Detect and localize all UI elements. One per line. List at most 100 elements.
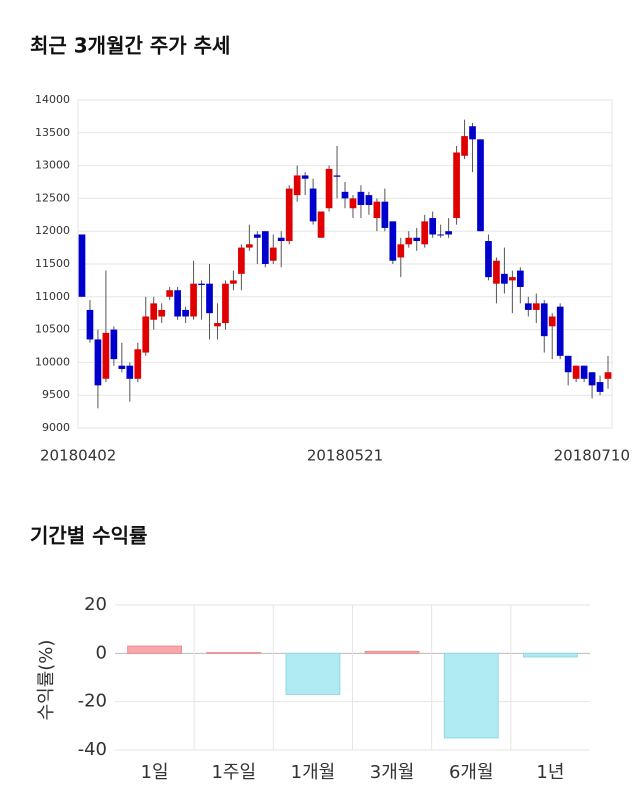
candle-body [469, 126, 476, 140]
candle-body [118, 365, 126, 369]
candle-body [238, 247, 245, 274]
candle-body [277, 237, 285, 242]
candle-body [214, 323, 221, 327]
candle-body [78, 234, 86, 297]
candle-body [142, 316, 150, 353]
candle-body [556, 306, 564, 356]
candle-body [501, 273, 508, 284]
candle-body [580, 365, 588, 379]
candle-body [373, 201, 381, 219]
candle-body [261, 231, 269, 264]
y-tick-label: 12000 [35, 224, 70, 237]
candle-body [253, 234, 261, 238]
y-tick-label: 0 [96, 642, 107, 663]
candle-body [102, 332, 110, 379]
y-tick-label: 10500 [35, 323, 70, 336]
candle-body [461, 136, 468, 156]
candle-body [413, 237, 421, 242]
candle-body [485, 241, 492, 278]
candle-body [477, 139, 484, 232]
y-tick-label: -20 [78, 691, 107, 712]
candle-body [94, 339, 102, 386]
candle-body [516, 270, 524, 287]
bar [206, 652, 262, 654]
candle-body [437, 234, 444, 236]
y-tick-label: 14000 [35, 93, 70, 106]
candle-body [293, 175, 301, 196]
candle-body [230, 280, 237, 284]
candle-body [381, 201, 389, 228]
x-tick-label: 20180710 [554, 447, 630, 465]
candle-body [604, 372, 612, 379]
x-tick-label: 1주일 [211, 762, 256, 783]
x-tick-label: 1개월 [291, 762, 336, 783]
y-tick-label: 12500 [35, 191, 70, 204]
candle-body [301, 175, 309, 179]
candle-body [182, 309, 189, 317]
y-tick-label: 10000 [35, 355, 70, 368]
candle-body [548, 316, 556, 327]
bar [523, 652, 578, 658]
candle-body [389, 221, 397, 261]
candle-body [285, 188, 293, 242]
y-tick-label: 11000 [35, 290, 70, 303]
bar [127, 645, 182, 654]
y-tick-label: -40 [78, 739, 107, 760]
bar [364, 650, 420, 654]
candle-body [445, 231, 452, 235]
candle-body [158, 309, 166, 317]
y-tick-label: 11500 [35, 257, 70, 270]
candle-body [222, 283, 229, 324]
candle-body [86, 309, 94, 340]
candle-body [206, 283, 213, 314]
candle-body [317, 211, 325, 238]
candle-body [357, 191, 365, 205]
y-tick-label: 9000 [42, 421, 70, 434]
y-tick-label: 9500 [42, 388, 70, 401]
bar [285, 652, 341, 695]
candle-body [453, 152, 460, 219]
x-tick-label: 20180402 [40, 447, 116, 465]
candle-body [269, 247, 277, 261]
x-tick-label: 3개월 [370, 762, 415, 783]
candle-body [190, 283, 197, 317]
chart-title: 최근 3개월간 주가 추세 [30, 34, 230, 58]
candle-body [166, 290, 174, 297]
candle-body [333, 175, 341, 177]
candle-body [365, 195, 373, 205]
candle-body [246, 244, 253, 248]
candle-body [349, 198, 357, 209]
candle-body [174, 290, 181, 317]
candle-body [532, 303, 540, 310]
candle-body [524, 303, 532, 310]
candle-body [509, 277, 516, 281]
candle-body [572, 365, 580, 379]
candle-body [405, 237, 413, 245]
candle-body [341, 191, 349, 199]
y-axis-label: 수익률(%) [36, 640, 57, 721]
candle-body [397, 244, 405, 258]
candle-body [126, 365, 134, 379]
bar [443, 652, 499, 739]
x-tick-label: 6개월 [449, 762, 494, 783]
x-tick-label: 1일 [141, 762, 169, 783]
candle-body [421, 221, 429, 245]
x-tick-label: 1년 [536, 762, 564, 783]
x-tick-label: 20180521 [307, 447, 383, 465]
candle-body [429, 218, 437, 235]
candle-body [596, 382, 604, 392]
y-tick-label: 20 [84, 594, 107, 615]
y-tick-label: 13500 [35, 126, 70, 139]
candle-body [325, 168, 333, 209]
chart-title: 기간별 수익률 [30, 524, 147, 548]
candle-body [150, 303, 158, 320]
y-tick-label: 13000 [35, 159, 70, 172]
candle-body [198, 283, 205, 285]
candle-body [564, 355, 572, 373]
candle-body [309, 188, 317, 222]
candle-body [588, 372, 596, 386]
candle-body [540, 303, 548, 337]
candle-body [110, 329, 118, 360]
candle-body [134, 349, 142, 379]
